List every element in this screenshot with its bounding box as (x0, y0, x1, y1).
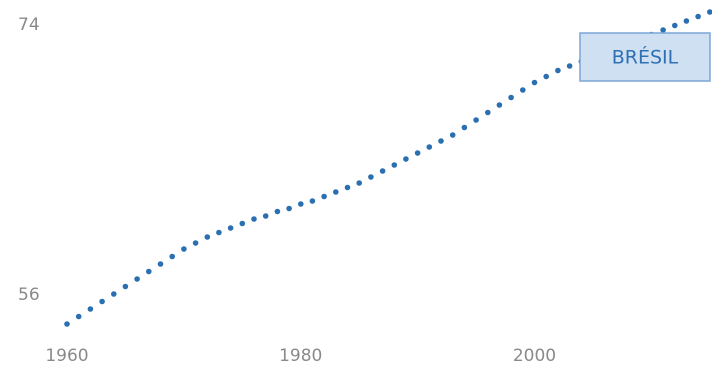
data-point (169, 253, 175, 260)
data-point (333, 189, 339, 195)
data-point (520, 87, 526, 93)
y-tick-label: 74 (18, 15, 40, 35)
data-point (473, 117, 479, 123)
data-point (566, 63, 573, 69)
data-point (414, 150, 421, 156)
data-point (426, 144, 433, 150)
x-tick-label: 1960 (45, 346, 88, 366)
data-point (298, 201, 304, 207)
data-point (356, 180, 363, 186)
data-point (75, 313, 82, 320)
data-point (157, 261, 164, 267)
data-point (181, 246, 187, 252)
data-point (555, 67, 561, 74)
data-point (216, 229, 222, 236)
data-point (660, 27, 666, 33)
x-tick-label: 2000 (513, 346, 556, 366)
x-tick-label: 1980 (279, 346, 322, 366)
data-point (321, 193, 327, 200)
x-axis-ticks: 1960 1980 2000 (45, 346, 556, 366)
data-point (379, 168, 386, 174)
data-point (543, 73, 549, 80)
data-point (122, 283, 129, 290)
data-point (344, 184, 351, 191)
data-point (87, 306, 94, 312)
y-axis-ticks: 56 74 (18, 15, 40, 305)
data-point (449, 132, 456, 138)
data-point (99, 298, 105, 305)
data-point (508, 94, 514, 101)
data-point (286, 205, 292, 212)
data-point (403, 156, 409, 162)
data-point (64, 321, 70, 327)
data-point (146, 268, 152, 275)
data-point (485, 109, 491, 116)
data-point (274, 208, 281, 215)
y-tick-label: 56 (18, 285, 40, 305)
data-point (111, 291, 117, 297)
data-point (461, 124, 468, 131)
data-point (707, 9, 712, 15)
series-label-box (579, 32, 711, 82)
series-label-text: BRÉSIL (612, 46, 679, 69)
data-point (695, 13, 701, 20)
data-point (251, 216, 257, 222)
data-point (239, 220, 246, 227)
data-point (204, 234, 211, 240)
series-label: BRÉSIL (579, 32, 711, 82)
data-point (438, 138, 444, 144)
data-point (391, 162, 398, 168)
data-point (672, 22, 678, 29)
data-point (309, 198, 316, 204)
data-point (262, 213, 269, 219)
data-point (227, 225, 234, 231)
data-point (683, 18, 690, 24)
data-point (531, 79, 538, 86)
data-point (496, 102, 503, 108)
data-point (368, 174, 374, 180)
data-point (134, 276, 140, 282)
data-point (192, 240, 199, 246)
